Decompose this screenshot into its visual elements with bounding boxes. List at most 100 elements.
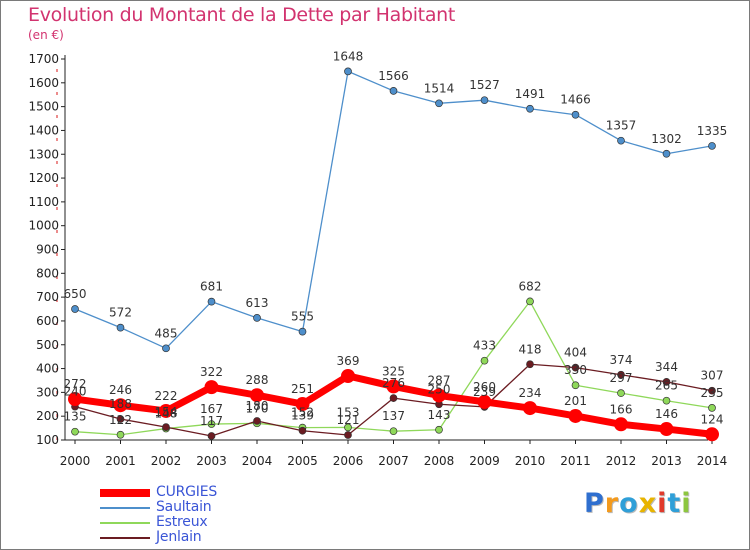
data-point (480, 96, 489, 105)
data-label: 143 (428, 408, 451, 422)
data-label: 122 (109, 413, 132, 427)
data-point (708, 386, 716, 395)
data-label: 235 (701, 386, 724, 400)
data-label: 1302 (651, 132, 682, 146)
data-point (389, 394, 398, 402)
logo-letter: x (638, 488, 658, 519)
logo-letter: o (619, 488, 639, 519)
data-label: 188 (109, 397, 132, 411)
data-point (614, 417, 628, 432)
data-label: 153 (337, 405, 360, 419)
y-tick-label: 900 (36, 243, 59, 257)
y-tick-label: 500 (36, 338, 59, 352)
x-tick-label: 2011 (560, 454, 591, 468)
data-point (708, 142, 716, 150)
data-label: 572 (109, 306, 132, 320)
legend-item-jenlain: Jenlain (100, 529, 300, 545)
legend-label: Jenlain (156, 529, 202, 545)
data-point (659, 422, 674, 437)
data-point (162, 344, 170, 353)
data-label: 265 (655, 379, 678, 393)
y-tick-label: 400 (36, 362, 59, 376)
data-label: 1466 (560, 93, 591, 107)
x-tick-label: 2012 (606, 454, 637, 468)
data-point (526, 360, 534, 369)
y-tick-label: 1300 (28, 147, 59, 161)
data-point (253, 417, 261, 425)
data-label: 1491 (515, 87, 546, 101)
y-tick-label: 1100 (28, 195, 59, 209)
data-label: 682 (519, 279, 542, 293)
legend-item-estreux: Estreux (100, 514, 300, 530)
data-point (617, 389, 625, 397)
data-point (480, 356, 489, 365)
data-point (705, 427, 719, 442)
data-point (71, 305, 79, 313)
data-point (435, 425, 443, 434)
data-label: 260 (473, 380, 496, 394)
data-label: 135 (64, 410, 87, 424)
data-point (204, 380, 219, 395)
data-label: 404 (564, 346, 587, 360)
data-label: 272 (64, 377, 87, 391)
data-label: 555 (291, 310, 314, 324)
data-point (344, 423, 352, 432)
data-label: 485 (155, 326, 178, 340)
x-tick-label: 2013 (651, 454, 682, 468)
data-point (341, 368, 355, 383)
y-tick-label: 700 (36, 290, 59, 304)
series-layer (68, 67, 719, 442)
data-label: 613 (246, 296, 269, 310)
data-point (523, 401, 537, 416)
chart-subtitle: (en €) (28, 28, 64, 42)
data-point (207, 297, 216, 306)
data-point (116, 323, 125, 332)
data-label: 681 (200, 280, 223, 294)
data-point (662, 378, 671, 386)
data-point (295, 397, 310, 412)
data-label: 167 (200, 402, 223, 416)
y-tick-label: 100 (36, 433, 59, 447)
data-label: 251 (291, 382, 314, 396)
series-curgies (68, 368, 719, 442)
data-point (159, 403, 173, 418)
x-tick-label: 2006 (333, 454, 364, 468)
legend-swatch (100, 537, 150, 539)
data-label: 1357 (606, 119, 637, 133)
data-label: 297 (610, 371, 633, 385)
logo-letter: i (681, 488, 692, 519)
data-label: 121 (337, 413, 360, 427)
x-tick-label: 2014 (697, 454, 728, 468)
data-point (662, 396, 671, 405)
y-tick-label: 1000 (28, 219, 59, 233)
data-label: 152 (291, 406, 314, 420)
legend-item-curgies: CURGIES (100, 484, 300, 500)
data-point (113, 398, 128, 413)
data-label: 124 (701, 412, 724, 426)
data-label: 1335 (697, 124, 728, 138)
data-point (207, 432, 216, 440)
data-label: 201 (564, 394, 587, 408)
data-label: 170 (246, 401, 269, 415)
series-jenlain (71, 360, 716, 440)
data-label: 650 (64, 287, 87, 301)
logo-letter: t (667, 488, 682, 519)
data-label: 117 (200, 414, 223, 428)
chart-axes: 100 200 300 400 500 600 700 800 900 1000 1100 1200 1… (28, 52, 727, 468)
data-point (568, 408, 583, 423)
logo-letter: i (657, 488, 668, 519)
y-tick-label: 1700 (28, 52, 59, 66)
data-point (68, 392, 82, 407)
data-label: 222 (155, 389, 178, 403)
data-label: 307 (701, 369, 724, 383)
legend-swatch (100, 507, 150, 509)
data-labels: 650 572 485 681 613 555 1648 1566 1514 1527 1491 14… (64, 49, 728, 428)
data-label: 1566 (378, 69, 409, 83)
data-point (477, 394, 492, 409)
x-tick-label: 2005 (287, 454, 318, 468)
data-label: 139 (291, 409, 314, 423)
x-tick-label: 2008 (424, 454, 455, 468)
data-label: 276 (382, 376, 405, 390)
